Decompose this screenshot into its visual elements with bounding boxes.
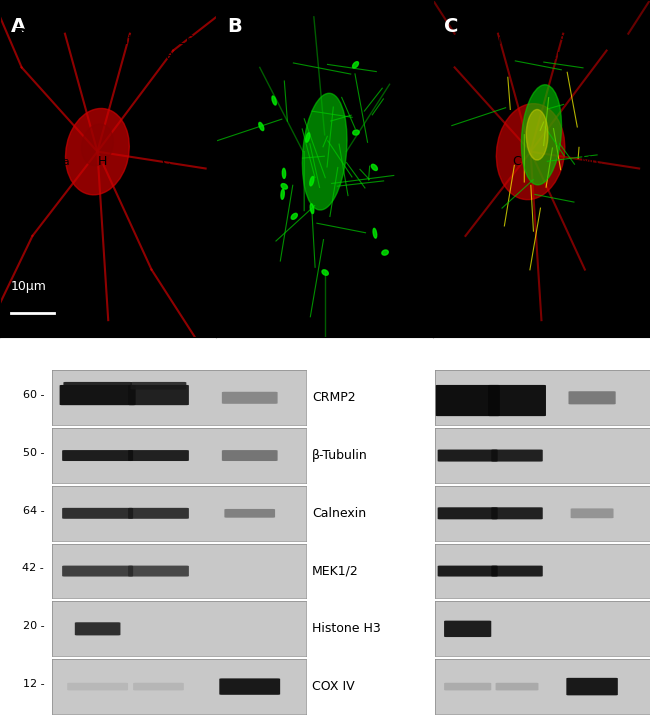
- FancyBboxPatch shape: [128, 450, 189, 461]
- Ellipse shape: [353, 130, 359, 135]
- Ellipse shape: [306, 133, 310, 142]
- Text: Histone H3: Histone H3: [312, 622, 381, 635]
- FancyBboxPatch shape: [444, 683, 491, 690]
- Ellipse shape: [310, 204, 314, 214]
- Text: 20 -: 20 -: [23, 621, 44, 631]
- Text: D: D: [13, 27, 28, 45]
- Text: CRMP2: CRMP2: [312, 391, 356, 404]
- Text: E: E: [429, 27, 441, 45]
- Ellipse shape: [282, 168, 285, 179]
- FancyBboxPatch shape: [571, 508, 614, 518]
- FancyBboxPatch shape: [491, 508, 543, 519]
- FancyBboxPatch shape: [64, 382, 132, 389]
- FancyBboxPatch shape: [437, 508, 498, 519]
- FancyBboxPatch shape: [62, 450, 133, 461]
- Text: 10μm: 10μm: [11, 280, 47, 293]
- Ellipse shape: [66, 108, 129, 195]
- FancyBboxPatch shape: [75, 622, 120, 635]
- FancyBboxPatch shape: [444, 621, 491, 637]
- FancyBboxPatch shape: [488, 385, 546, 416]
- Text: 42 -: 42 -: [23, 564, 44, 574]
- Ellipse shape: [382, 250, 388, 255]
- Text: Mtc: Mtc: [580, 156, 603, 168]
- FancyBboxPatch shape: [219, 678, 280, 695]
- FancyBboxPatch shape: [131, 382, 187, 389]
- FancyBboxPatch shape: [569, 391, 616, 404]
- Text: kDa: kDa: [49, 157, 70, 167]
- Text: 64 -: 64 -: [23, 505, 44, 516]
- Ellipse shape: [521, 85, 562, 185]
- Ellipse shape: [371, 164, 378, 171]
- Text: Calnexin: Calnexin: [312, 507, 366, 520]
- Ellipse shape: [322, 270, 328, 275]
- FancyBboxPatch shape: [128, 385, 189, 405]
- Ellipse shape: [281, 189, 284, 199]
- Ellipse shape: [81, 124, 113, 166]
- Ellipse shape: [373, 228, 377, 238]
- FancyBboxPatch shape: [437, 450, 498, 462]
- Ellipse shape: [352, 62, 359, 68]
- Text: C: C: [513, 156, 521, 168]
- FancyBboxPatch shape: [495, 683, 538, 690]
- Text: 12 -: 12 -: [23, 679, 44, 689]
- Text: Mtc: Mtc: [239, 156, 261, 168]
- Text: H: H: [98, 156, 107, 168]
- Text: C: C: [162, 156, 170, 168]
- FancyBboxPatch shape: [60, 385, 136, 405]
- Ellipse shape: [272, 96, 276, 105]
- Text: β-Tubulin: β-Tubulin: [312, 449, 368, 462]
- Ellipse shape: [302, 93, 347, 210]
- FancyBboxPatch shape: [222, 391, 278, 404]
- FancyBboxPatch shape: [491, 566, 543, 576]
- FancyBboxPatch shape: [437, 566, 498, 576]
- FancyBboxPatch shape: [436, 385, 500, 416]
- Text: 50 -: 50 -: [23, 448, 44, 458]
- Ellipse shape: [497, 104, 565, 199]
- Ellipse shape: [526, 110, 548, 160]
- Text: COX IV: COX IV: [312, 680, 355, 693]
- FancyBboxPatch shape: [566, 678, 618, 695]
- FancyBboxPatch shape: [62, 566, 133, 576]
- Text: H: H: [463, 156, 473, 168]
- Text: B: B: [227, 17, 242, 36]
- Ellipse shape: [259, 123, 264, 130]
- Text: MEK1/2: MEK1/2: [312, 564, 359, 578]
- Text: Discontinuous 26/40% Percoll
Gradient: Discontinuous 26/40% Percoll Gradient: [86, 34, 272, 62]
- FancyBboxPatch shape: [67, 683, 128, 690]
- Text: 60 -: 60 -: [23, 390, 44, 400]
- Ellipse shape: [281, 184, 287, 189]
- FancyBboxPatch shape: [224, 509, 275, 518]
- Text: A: A: [11, 17, 26, 36]
- FancyBboxPatch shape: [491, 450, 543, 462]
- FancyBboxPatch shape: [128, 566, 189, 576]
- Text: C: C: [444, 17, 458, 36]
- FancyBboxPatch shape: [222, 450, 278, 461]
- Ellipse shape: [310, 176, 314, 186]
- FancyBboxPatch shape: [128, 508, 189, 519]
- Ellipse shape: [291, 214, 297, 219]
- Text: Continuous 30% Percoll
Gradient: Continuous 30% Percoll Gradient: [469, 34, 616, 62]
- FancyBboxPatch shape: [62, 508, 133, 519]
- FancyBboxPatch shape: [133, 683, 184, 690]
